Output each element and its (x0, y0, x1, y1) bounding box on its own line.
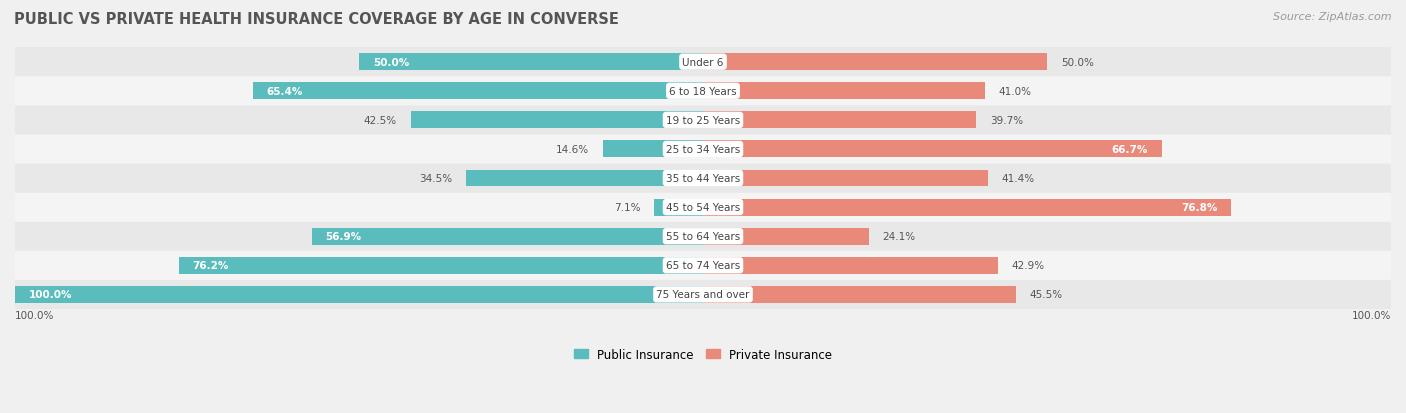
Text: 34.5%: 34.5% (419, 173, 451, 184)
Text: 35 to 44 Years: 35 to 44 Years (666, 173, 740, 184)
Bar (179, 257, 703, 274)
Text: 76.8%: 76.8% (1181, 203, 1218, 213)
Text: 39.7%: 39.7% (990, 116, 1024, 126)
Text: 19 to 25 Years: 19 to 25 Years (666, 116, 740, 126)
Bar (15, 280, 1391, 309)
Text: 56.9%: 56.9% (325, 232, 361, 242)
Bar (703, 141, 1161, 158)
Text: 75 Years and over: 75 Years and over (657, 290, 749, 300)
Text: 45 to 54 Years: 45 to 54 Years (666, 203, 740, 213)
Text: 76.2%: 76.2% (193, 261, 229, 271)
Bar (703, 170, 988, 187)
Bar (359, 54, 703, 71)
Text: 50.0%: 50.0% (373, 57, 409, 67)
Bar (15, 222, 1391, 251)
Bar (15, 251, 1391, 280)
Text: 100.0%: 100.0% (28, 290, 72, 300)
Text: 66.7%: 66.7% (1112, 145, 1149, 154)
Bar (15, 48, 1391, 77)
Text: Under 6: Under 6 (682, 57, 724, 67)
Text: 100.0%: 100.0% (1351, 310, 1391, 320)
Bar (253, 83, 703, 100)
Bar (703, 286, 1017, 303)
Bar (603, 141, 703, 158)
Text: 50.0%: 50.0% (1060, 57, 1094, 67)
Bar (411, 112, 703, 129)
Text: 65 to 74 Years: 65 to 74 Years (666, 261, 740, 271)
Text: 7.1%: 7.1% (614, 203, 640, 213)
Text: 6 to 18 Years: 6 to 18 Years (669, 87, 737, 97)
Text: 42.5%: 42.5% (364, 116, 396, 126)
Text: 65.4%: 65.4% (267, 87, 304, 97)
Text: 42.9%: 42.9% (1012, 261, 1045, 271)
Text: 24.1%: 24.1% (883, 232, 915, 242)
Bar (703, 199, 1232, 216)
Text: 25 to 34 Years: 25 to 34 Years (666, 145, 740, 154)
Bar (703, 54, 1047, 71)
Text: Source: ZipAtlas.com: Source: ZipAtlas.com (1274, 12, 1392, 22)
Bar (703, 257, 998, 274)
Bar (15, 77, 1391, 106)
Text: 100.0%: 100.0% (15, 310, 55, 320)
Text: 14.6%: 14.6% (555, 145, 589, 154)
Bar (703, 83, 986, 100)
Text: 45.5%: 45.5% (1029, 290, 1063, 300)
Text: PUBLIC VS PRIVATE HEALTH INSURANCE COVERAGE BY AGE IN CONVERSE: PUBLIC VS PRIVATE HEALTH INSURANCE COVER… (14, 12, 619, 27)
Legend: Public Insurance, Private Insurance: Public Insurance, Private Insurance (574, 348, 832, 361)
Bar (654, 199, 703, 216)
Text: 41.0%: 41.0% (998, 87, 1032, 97)
Bar (15, 193, 1391, 222)
Text: 41.4%: 41.4% (1001, 173, 1035, 184)
Bar (703, 112, 976, 129)
Bar (15, 106, 1391, 135)
Bar (15, 286, 703, 303)
Bar (15, 135, 1391, 164)
Text: 55 to 64 Years: 55 to 64 Years (666, 232, 740, 242)
Bar (703, 228, 869, 245)
Bar (312, 228, 703, 245)
Bar (15, 164, 1391, 193)
Bar (465, 170, 703, 187)
